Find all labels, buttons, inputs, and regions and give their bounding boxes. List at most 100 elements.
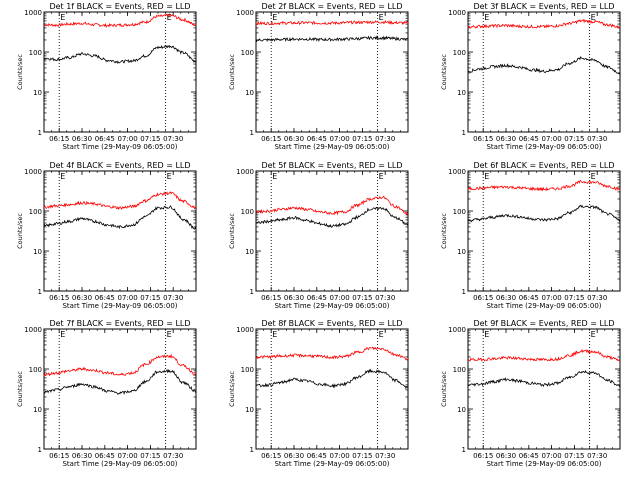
y-axis-label: Counts/sec	[440, 213, 448, 249]
chart-title: Det 3f BLACK = Events, RED = LLD	[473, 2, 614, 11]
x-tick-label: 07:30	[587, 294, 607, 302]
event-marker-label: E	[591, 172, 596, 181]
event-marker-label: E	[167, 13, 172, 22]
x-tick-label: 06:45	[519, 135, 539, 143]
series-events-line	[467, 369, 621, 388]
chart-panel: Det 8f BLACK = Events, RED = LLD 1 10 100 10…	[228, 319, 409, 468]
event-marker-label: E	[272, 172, 277, 181]
y-tick-label: 100	[453, 366, 466, 374]
y-tick-label: 100	[29, 366, 42, 374]
x-axis-label: Start Time (29-May-09 06:05:00)	[274, 460, 389, 468]
chart-title: Det 6f BLACK = Events, RED = LLD	[473, 161, 614, 170]
y-tick-label: 100	[241, 49, 254, 57]
y-tick-label: 100	[241, 208, 254, 216]
x-tick-label: 07:00	[118, 294, 138, 302]
x-tick-label: 06:15	[49, 135, 69, 143]
x-tick-label: 06:30	[284, 452, 304, 460]
y-axis-label: Counts/sec	[16, 371, 24, 407]
event-marker-label: E	[379, 172, 384, 181]
x-tick-label: 07:30	[163, 135, 183, 143]
y-axis-label: Counts/sec	[440, 54, 448, 90]
x-tick-label: 07:00	[542, 294, 562, 302]
y-axis-label: Counts/sec	[16, 213, 24, 249]
x-tick-label: 06:30	[284, 294, 304, 302]
event-marker-label: E	[484, 13, 489, 22]
x-axis-label: Start Time (29-May-09 06:05:00)	[486, 143, 601, 151]
y-tick-label: 10	[245, 89, 254, 97]
x-tick-label: 06:15	[49, 294, 69, 302]
chart-title: Det 5f BLACK = Events, RED = LLD	[261, 161, 402, 170]
x-tick-label: 07:15	[352, 294, 372, 302]
y-tick-label: 10	[457, 89, 466, 97]
x-axis-label: Start Time (29-May-09 06:05:00)	[274, 143, 389, 151]
plot-frame	[43, 328, 197, 450]
y-tick-label: 100	[29, 49, 42, 57]
y-tick-label: 100	[241, 366, 254, 374]
chart-title: Det 9f BLACK = Events, RED = LLD	[473, 319, 614, 328]
y-axis-label: Counts/sec	[16, 54, 24, 90]
plot-frame	[255, 170, 409, 292]
series-lld-line	[43, 191, 197, 211]
chart-panel: Det 9f BLACK = Events, RED = LLD 1 10 100 10…	[440, 319, 621, 468]
event-marker-label: E	[379, 330, 384, 339]
chart-panel: Det 7f BLACK = Events, RED = LLD 1 10 100 10…	[16, 319, 197, 468]
x-tick-label: 07:15	[140, 135, 160, 143]
x-tick-label: 06:45	[95, 135, 115, 143]
y-tick-label: 100	[453, 49, 466, 57]
y-tick-label: 1	[462, 288, 466, 296]
series-events-line	[255, 206, 409, 228]
x-tick-label: 06:15	[261, 135, 281, 143]
event-marker-label: E	[591, 330, 596, 339]
x-tick-label: 06:15	[261, 452, 281, 460]
x-tick-label: 06:30	[284, 135, 304, 143]
event-marker-label: E	[272, 330, 277, 339]
x-tick-label: 06:30	[72, 294, 92, 302]
chart-title: Det 7f BLACK = Events, RED = LLD	[49, 319, 190, 328]
x-tick-label: 07:15	[352, 135, 372, 143]
x-tick-label: 06:15	[261, 294, 281, 302]
y-axis-label: Counts/sec	[228, 54, 236, 90]
x-tick-label: 07:30	[587, 452, 607, 460]
x-tick-label: 06:45	[519, 294, 539, 302]
x-axis-label: Start Time (29-May-09 06:05:00)	[62, 460, 177, 468]
y-tick-label: 10	[457, 406, 466, 414]
y-tick-label: 1	[462, 129, 466, 137]
series-lld-line	[467, 179, 621, 192]
y-axis-label: Counts/sec	[228, 213, 236, 249]
y-tick-label: 10	[33, 89, 42, 97]
series-lld-line	[255, 195, 409, 216]
series-events-line	[43, 44, 197, 64]
event-marker-label: E	[484, 330, 489, 339]
x-axis-label: Start Time (29-May-09 06:05:00)	[274, 302, 389, 310]
x-tick-label: 06:15	[473, 452, 493, 460]
event-marker-label: E	[591, 13, 596, 22]
x-axis-label: Start Time (29-May-09 06:05:00)	[486, 302, 601, 310]
x-tick-label: 07:15	[140, 452, 160, 460]
event-marker-label: E	[272, 13, 277, 22]
plot-frame	[467, 328, 621, 450]
x-tick-label: 06:45	[519, 452, 539, 460]
chart-title: Det 1f BLACK = Events, RED = LLD	[49, 2, 190, 11]
y-tick-label: 1000	[24, 326, 42, 334]
y-tick-label: 1	[38, 288, 42, 296]
x-tick-label: 06:45	[307, 135, 327, 143]
series-events-line	[467, 204, 621, 223]
chart-panel: Det 3f BLACK = Events, RED = LLD 1 10 100 10…	[440, 2, 621, 151]
plot-frame	[255, 328, 409, 450]
x-tick-label: 07:00	[330, 452, 350, 460]
series-lld-line	[43, 13, 197, 28]
chart-title: Det 8f BLACK = Events, RED = LLD	[261, 319, 402, 328]
y-tick-label: 1000	[236, 168, 254, 176]
x-tick-label: 06:30	[72, 135, 92, 143]
event-marker-label: E	[60, 13, 65, 22]
event-marker-label: E	[167, 330, 172, 339]
event-marker-label: E	[167, 172, 172, 181]
event-marker-label: E	[60, 330, 65, 339]
x-tick-label: 07:30	[375, 135, 395, 143]
y-tick-label: 10	[457, 248, 466, 256]
x-tick-label: 06:45	[95, 452, 115, 460]
series-events-line	[467, 56, 621, 75]
x-tick-label: 07:15	[564, 452, 584, 460]
x-tick-label: 06:15	[49, 452, 69, 460]
y-axis-label: Counts/sec	[440, 371, 448, 407]
